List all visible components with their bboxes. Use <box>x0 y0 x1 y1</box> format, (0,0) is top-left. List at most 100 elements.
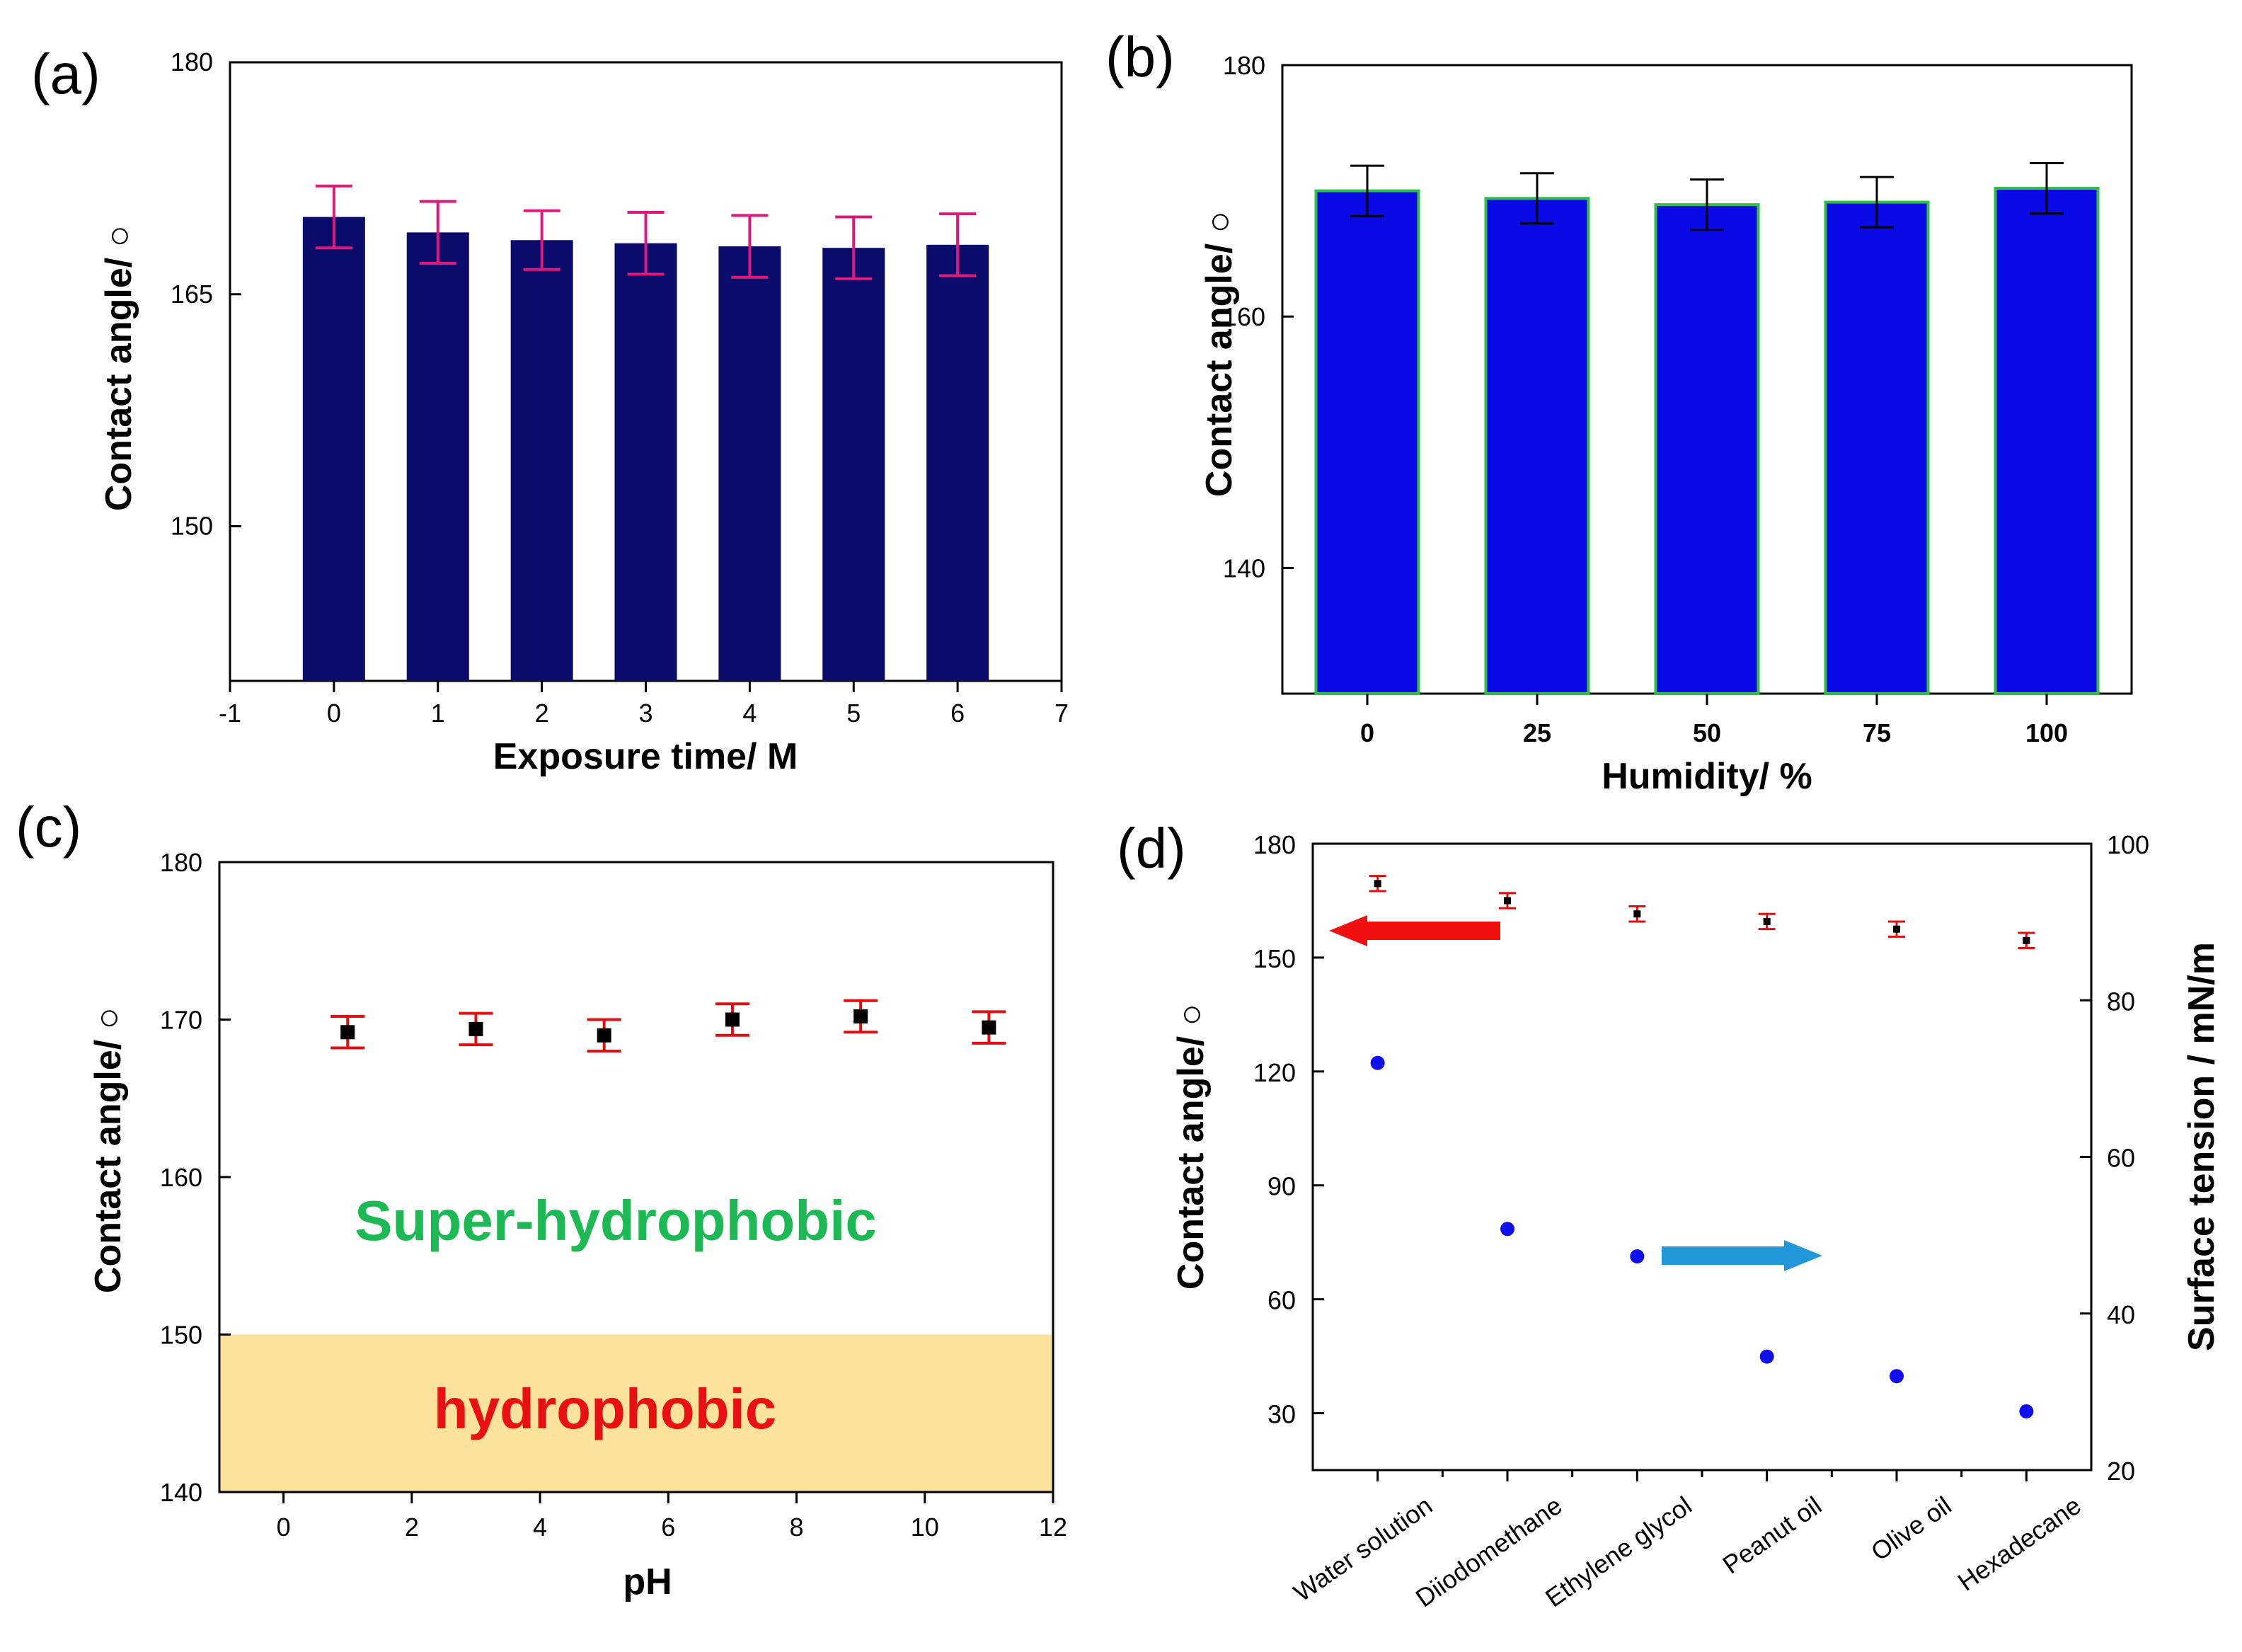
y-tick-label: 160 <box>160 1163 202 1192</box>
x-tick-label: 12 <box>1039 1513 1067 1542</box>
x-tick-label: 1 <box>431 699 445 728</box>
x-tick-label: -1 <box>219 699 241 728</box>
panel-a-error-bars <box>315 184 977 280</box>
y2-tick-label: 100 <box>2107 830 2149 859</box>
y2-tick-label: 40 <box>2107 1300 2135 1329</box>
surface-tension-point <box>2019 1404 2034 1419</box>
panel-d-label: (d) <box>1117 817 1186 880</box>
y-tick-label: 140 <box>1223 553 1265 583</box>
panel-c-error-bars <box>330 999 1006 1052</box>
panel-d-contact-angle-points <box>1374 880 2030 944</box>
y-tick-label: 90 <box>1267 1172 1296 1201</box>
bar <box>1654 203 1760 695</box>
category-label: Ethylene glycol <box>1540 1491 1697 1612</box>
panel-b-y-ticks: 140 160 180 <box>1223 51 1294 583</box>
x-tick-label: 3 <box>638 699 653 728</box>
x-tick-label: 7 <box>1054 699 1069 728</box>
y-tick-label: 180 <box>1223 51 1265 80</box>
surface-tension-arrowhead <box>1784 1240 1822 1271</box>
panel-c: (c) 0 2 4 6 8 10 12 140 150 160 170 180 Super-hydr… <box>16 796 1067 1602</box>
panel-c-hydrophobic-band <box>219 1334 1053 1492</box>
contact-angle-point <box>1374 880 1381 888</box>
bar <box>718 246 781 681</box>
panel-d-y-axis-title: Contact angle/ ○ <box>1171 1004 1212 1290</box>
panel-d-arrows <box>1329 915 1822 1271</box>
panel-c-y-axis-title: Contact angle/ ○ <box>88 1007 129 1293</box>
category-label: Hexadecane <box>1953 1491 2086 1597</box>
panel-a-x-axis-title: Exposure time/ M <box>493 736 798 777</box>
surface-tension-point <box>1630 1249 1645 1263</box>
panel-a: (a) -1 0 1 2 3 4 5 6 7 150 165 180 Exposure time/ … <box>31 42 1069 777</box>
bar <box>406 232 469 682</box>
panel-d-y-ticks: 30 60 90 120 150 180 <box>1253 830 1324 1429</box>
y-tick-label: 180 <box>160 848 202 877</box>
panel-c-y-ticks: 140 150 160 170 180 <box>160 848 231 1507</box>
contact-angle-arrow-left <box>1366 922 1500 940</box>
panel-c-x-axis-title: pH <box>623 1561 672 1602</box>
x-tick-label: 4 <box>533 1513 547 1542</box>
data-point <box>982 1020 996 1035</box>
x-tick-label: 0 <box>277 1513 291 1542</box>
y-tick-label: 170 <box>160 1006 202 1035</box>
x-tick-label: 8 <box>790 1513 804 1542</box>
x-tick-label: 5 <box>846 699 861 728</box>
contact-angle-arrowhead <box>1329 915 1367 946</box>
panel-c-label: (c) <box>16 796 81 859</box>
panel-a-bars <box>302 217 989 682</box>
panel-b-y-axis-title: Contact angle/ ○ <box>1199 211 1240 497</box>
y-tick-label: 140 <box>160 1478 202 1507</box>
panel-d-surface-tension-points <box>1370 1055 2034 1419</box>
panel-a-label: (a) <box>31 42 100 105</box>
x-tick-label: 2 <box>405 1513 419 1542</box>
bar <box>614 243 677 681</box>
data-point <box>597 1028 611 1043</box>
y-tick-label: 150 <box>160 1321 202 1350</box>
y-tick-label: 60 <box>1267 1286 1296 1315</box>
contact-angle-point <box>2023 936 2030 944</box>
bar <box>1314 189 1420 696</box>
contact-angle-point <box>1504 897 1511 905</box>
panel-d-y2-ticks: 20 40 60 80 100 <box>2080 830 2149 1486</box>
data-point <box>468 1021 483 1036</box>
y2-tick-label: 80 <box>2107 987 2135 1016</box>
x-tick-label: 4 <box>742 699 757 728</box>
category-label: Olive oil <box>1866 1491 1956 1566</box>
panel-b-label: (b) <box>1105 25 1175 88</box>
x-tick-label: 10 <box>911 1513 939 1542</box>
panel-d-y2-axis-title: Surface tension / mN/m <box>2181 942 2222 1351</box>
x-tick-label: 6 <box>950 699 965 728</box>
surface-tension-point <box>1500 1222 1514 1237</box>
y-tick-label: 120 <box>1253 1058 1296 1087</box>
data-point <box>340 1025 355 1040</box>
panel-b-error-bars <box>1350 162 2064 231</box>
x-tick-label: 0 <box>1360 718 1374 747</box>
panel-a-x-ticks: -1 0 1 2 3 4 5 6 7 <box>219 681 1069 728</box>
panel-d: (d) Water solutionDiiodomethaneEthylene … <box>1117 817 2222 1612</box>
y-tick-label: 30 <box>1267 1400 1296 1429</box>
x-tick-label: 2 <box>535 699 549 728</box>
y-tick-label: 180 <box>171 47 213 76</box>
y-tick-label: 165 <box>171 280 213 309</box>
panel-c-super-hydrophobic-label: Super-hydrophobic <box>355 1189 877 1252</box>
surface-tension-point <box>1370 1055 1385 1070</box>
category-label: Peanut oil <box>1718 1491 1827 1579</box>
bar <box>926 244 989 682</box>
bar <box>822 248 885 681</box>
bar <box>1994 187 2100 696</box>
contact-angle-point <box>1633 910 1641 918</box>
panel-b-x-ticks: 0 25 50 75 100 <box>1360 694 2068 747</box>
x-tick-label: 75 <box>1863 718 1891 747</box>
panel-a-y-ticks: 150 165 180 <box>171 47 241 541</box>
y2-tick-label: 20 <box>2107 1457 2135 1486</box>
bar <box>1824 200 1930 696</box>
x-tick-label: 6 <box>661 1513 675 1542</box>
x-tick-label: 100 <box>2025 718 2068 747</box>
panel-a-y-axis-title: Contact angle/ ○ <box>98 225 139 511</box>
contact-angle-point <box>1763 917 1771 925</box>
panel-c-points <box>340 1009 996 1043</box>
data-point <box>725 1012 740 1027</box>
x-tick-label: 25 <box>1523 718 1551 747</box>
contact-angle-point <box>1893 925 1900 933</box>
